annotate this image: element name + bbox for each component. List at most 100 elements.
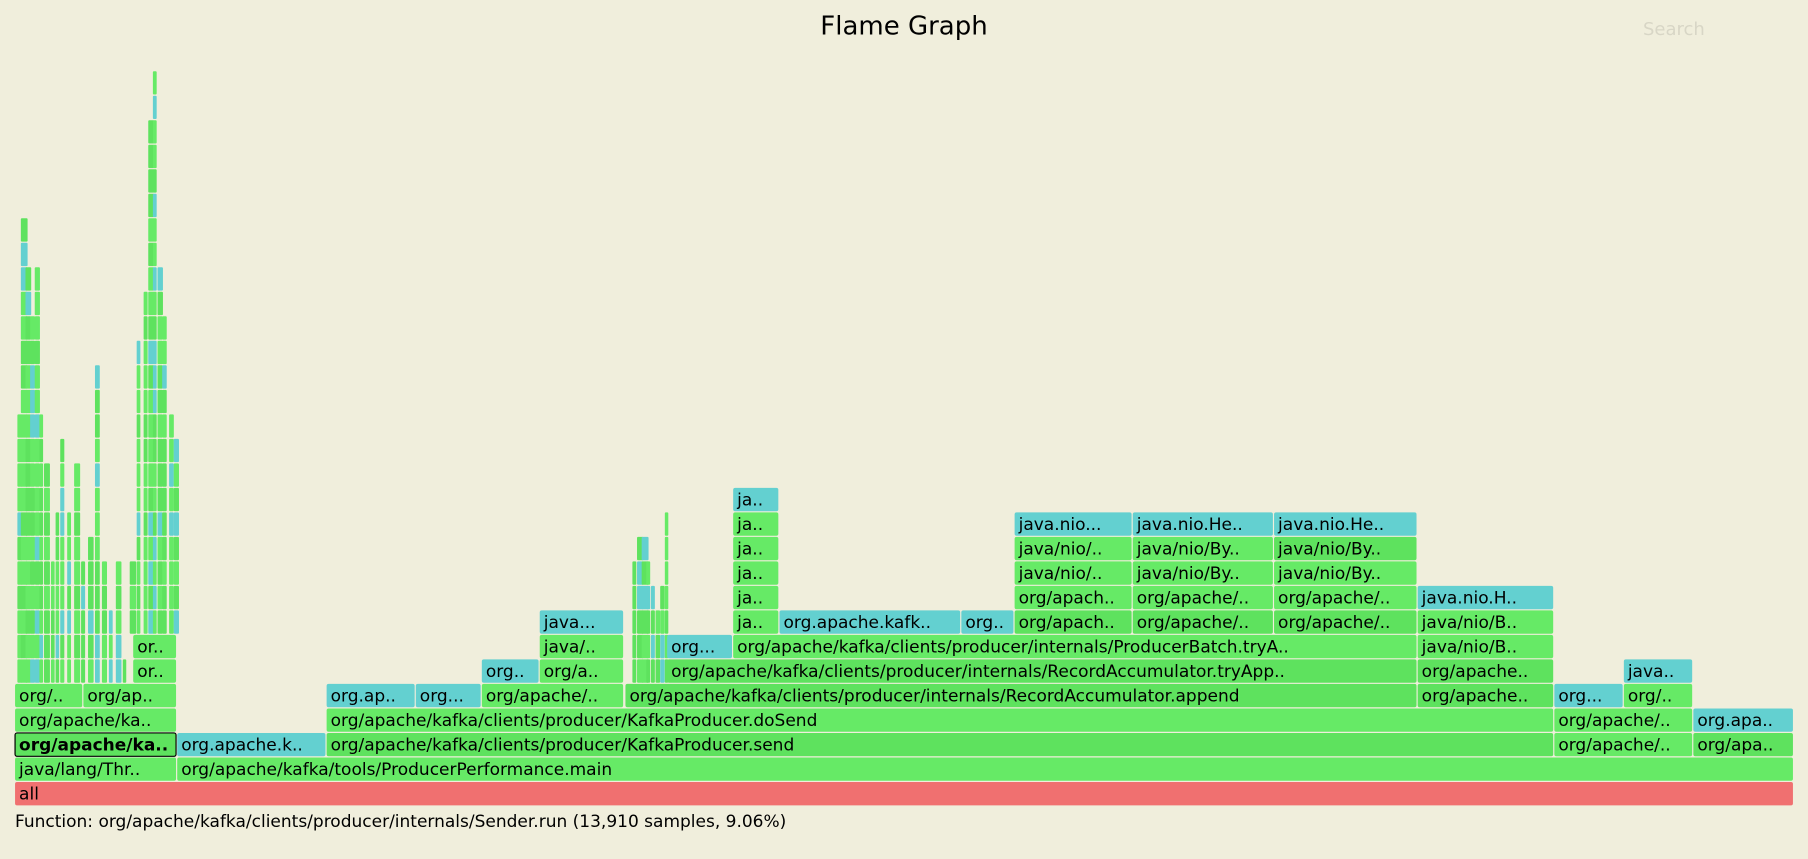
small-frame <box>152 585 157 610</box>
frame[interactable]: org/apach.. <box>1014 585 1132 610</box>
frame[interactable]: ja.. <box>733 561 779 585</box>
frame[interactable]: all <box>15 781 1793 806</box>
frame[interactable]: java/nio/.. <box>1014 536 1132 561</box>
frame[interactable]: org/apache/kafka/tools/ProducerPerforman… <box>177 757 1793 781</box>
frame[interactable]: or.. <box>133 634 177 659</box>
small-frame <box>67 659 72 683</box>
frame[interactable]: org.apache.k.. <box>177 732 326 757</box>
small-frame <box>34 634 40 659</box>
frame[interactable]: java/nio/B.. <box>1417 634 1554 659</box>
frame[interactable]: java/nio/B.. <box>1417 610 1554 634</box>
small-frame <box>34 536 40 561</box>
small-frame <box>94 536 100 561</box>
frame[interactable]: org... <box>415 683 481 708</box>
frame[interactable]: java.nio.He.. <box>1132 512 1273 536</box>
frame[interactable]: java.nio... <box>1014 512 1132 536</box>
small-frame <box>39 414 44 438</box>
frame[interactable]: org/apach.. <box>1014 610 1132 634</box>
frame[interactable]: org/apache/.. <box>1132 585 1273 610</box>
frame[interactable]: java/lang/Thr.. <box>15 757 177 781</box>
small-frame <box>129 610 137 634</box>
frame[interactable]: ja.. <box>733 610 779 634</box>
frame[interactable]: ja.. <box>733 512 779 536</box>
frame[interactable]: org.. <box>481 659 539 683</box>
frame[interactable]: org/apache/.. <box>481 683 624 708</box>
frame[interactable]: org/apache/kafka/clients/producer/KafkaP… <box>326 708 1554 732</box>
frame[interactable]: java/nio/By.. <box>1132 536 1273 561</box>
small-frame <box>88 610 94 634</box>
small-frame <box>44 512 50 536</box>
small-frame <box>148 487 155 512</box>
frame[interactable]: org/apache/.. <box>1554 708 1693 732</box>
frame[interactable]: org/apache/kafka/clients/producer/intern… <box>625 683 1417 708</box>
frame[interactable]: org.. <box>961 610 1014 634</box>
frame[interactable]: org/apache/kafka/clients/producer/intern… <box>733 634 1417 659</box>
frame[interactable]: org/apa.. <box>1693 732 1793 757</box>
frame[interactable]: java/nio/By.. <box>1274 536 1417 561</box>
frame[interactable]: org/apache/ka.. <box>15 708 177 732</box>
small-frame <box>157 561 163 585</box>
frame-box <box>733 585 779 610</box>
small-frame <box>143 340 148 365</box>
frame-box <box>1014 536 1132 561</box>
small-frame <box>173 536 179 561</box>
frame[interactable]: ja.. <box>733 487 779 512</box>
frame[interactable]: java/.. <box>539 634 624 659</box>
small-frame <box>152 463 157 487</box>
frame[interactable]: java/nio/By.. <box>1274 561 1417 585</box>
small-frame <box>655 634 661 659</box>
frame[interactable]: org/apache/ka.. <box>14 732 177 757</box>
frame[interactable]: org/apache/.. <box>1554 732 1693 757</box>
frame[interactable]: org/apache/.. <box>1274 610 1417 634</box>
frame[interactable]: java/nio/.. <box>1014 561 1132 585</box>
frame[interactable]: org/apache/.. <box>1132 610 1273 634</box>
frame[interactable]: org.apa.. <box>1693 708 1793 732</box>
small-frame <box>169 561 174 585</box>
frame[interactable]: org/a.. <box>539 659 624 683</box>
small-frame <box>101 659 108 683</box>
frame[interactable]: ja.. <box>733 536 779 561</box>
frame[interactable]: org/apache/kafka/clients/producer/intern… <box>667 659 1417 683</box>
frame[interactable]: org/apache.. <box>1417 659 1554 683</box>
small-frame <box>162 561 167 585</box>
frame[interactable]: org... <box>667 634 733 659</box>
frame[interactable]: org/ap.. <box>83 683 177 708</box>
search-button[interactable]: Search <box>1643 19 1705 40</box>
frame[interactable]: org.apache.kafk.. <box>779 610 961 634</box>
small-frame <box>136 561 141 585</box>
small-frame <box>55 512 60 536</box>
frame-box <box>733 512 779 536</box>
frame[interactable]: org/apache/kafka/clients/producer/KafkaP… <box>326 732 1554 757</box>
frame-label: org/apach.. <box>1019 613 1115 633</box>
small-frame <box>25 634 32 659</box>
frame-label: org/apache/kafka/clients/producer/KafkaP… <box>331 736 795 756</box>
small-frame <box>143 291 148 316</box>
frame-label: java.nio.H.. <box>1421 589 1517 609</box>
frame[interactable]: org.ap.. <box>326 683 415 708</box>
small-frame <box>108 634 113 659</box>
frame-label: java/nio/By.. <box>1136 540 1240 560</box>
frame[interactable]: org/apache.. <box>1417 683 1554 708</box>
frame-label: java/nio/.. <box>1018 540 1103 560</box>
small-frame <box>101 561 108 585</box>
frame[interactable]: ja.. <box>733 585 779 610</box>
frame[interactable]: org/.. <box>1623 683 1693 708</box>
small-frames <box>17 71 669 683</box>
frame[interactable]: java... <box>539 610 624 634</box>
small-frame <box>162 463 167 487</box>
frame-box <box>539 610 624 634</box>
small-frame <box>30 536 36 561</box>
small-frame <box>88 585 94 610</box>
frame[interactable]: org/.. <box>15 683 83 708</box>
small-frame <box>39 536 44 561</box>
frame[interactable]: java.nio.He.. <box>1274 512 1417 536</box>
frame[interactable]: java/nio/By.. <box>1132 561 1273 585</box>
small-frame <box>30 389 36 414</box>
frame[interactable]: org... <box>1554 683 1623 708</box>
frame[interactable]: or.. <box>133 659 177 683</box>
frame[interactable]: java.nio.H.. <box>1417 585 1554 610</box>
small-frame <box>30 316 36 340</box>
frame[interactable]: java.. <box>1623 659 1693 683</box>
small-frame <box>148 144 155 169</box>
frame[interactable]: org/apache/.. <box>1274 585 1417 610</box>
